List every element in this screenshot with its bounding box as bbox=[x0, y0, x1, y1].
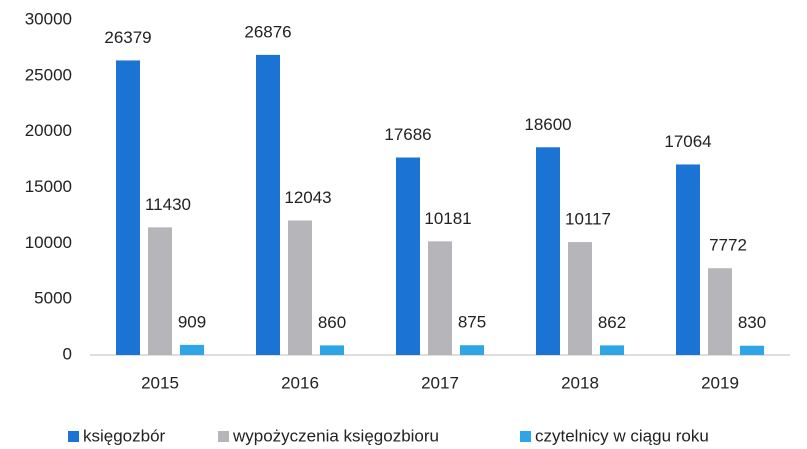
bar bbox=[676, 164, 700, 355]
x-tick-label: 2016 bbox=[281, 373, 319, 392]
legend-swatch bbox=[68, 431, 79, 442]
y-tick-label: 0 bbox=[63, 344, 72, 363]
data-label: 10181 bbox=[424, 209, 471, 228]
bar bbox=[148, 227, 172, 355]
y-tick-label: 20000 bbox=[25, 121, 72, 140]
data-label: 12043 bbox=[284, 188, 331, 207]
data-label: 11430 bbox=[145, 195, 191, 214]
legend-label: wypożyczenia księgozbioru bbox=[232, 426, 439, 445]
bar bbox=[428, 241, 452, 355]
bar bbox=[740, 345, 764, 355]
bar bbox=[256, 54, 280, 355]
data-label: 18600 bbox=[524, 115, 571, 134]
bar bbox=[460, 345, 484, 355]
data-label: 830 bbox=[738, 313, 766, 332]
y-tick-label: 10000 bbox=[25, 233, 72, 252]
bar bbox=[288, 220, 312, 355]
bar bbox=[116, 60, 140, 355]
data-label: 860 bbox=[318, 313, 346, 332]
x-tick-label: 2018 bbox=[561, 373, 599, 392]
legend-swatch bbox=[520, 431, 531, 442]
data-label: 17686 bbox=[384, 125, 431, 144]
data-label: 10117 bbox=[565, 210, 611, 229]
data-label: 7772 bbox=[709, 236, 747, 255]
data-label: 26876 bbox=[244, 22, 291, 41]
legend-swatch bbox=[218, 431, 229, 442]
data-label: 26379 bbox=[104, 28, 151, 47]
x-tick-label: 2017 bbox=[421, 373, 459, 392]
data-label: 909 bbox=[178, 312, 206, 331]
legend-label: księgozbór bbox=[83, 426, 166, 445]
bar bbox=[180, 344, 204, 355]
data-label: 17064 bbox=[664, 132, 711, 151]
legend-label: czytelnicy w ciągu roku bbox=[535, 426, 709, 445]
y-tick-label: 25000 bbox=[25, 65, 72, 84]
bar bbox=[708, 268, 732, 355]
y-tick-label: 15000 bbox=[25, 177, 72, 196]
x-tick-label: 2019 bbox=[701, 373, 739, 392]
x-tick-label: 2015 bbox=[141, 373, 179, 392]
bar bbox=[600, 345, 624, 355]
data-label: 875 bbox=[458, 313, 486, 332]
bar bbox=[536, 147, 560, 355]
data-label: 862 bbox=[598, 313, 626, 332]
y-tick-label: 30000 bbox=[25, 9, 72, 28]
bar bbox=[568, 242, 592, 355]
bar bbox=[396, 157, 420, 355]
bar bbox=[320, 345, 344, 355]
y-tick-label: 5000 bbox=[34, 289, 72, 308]
